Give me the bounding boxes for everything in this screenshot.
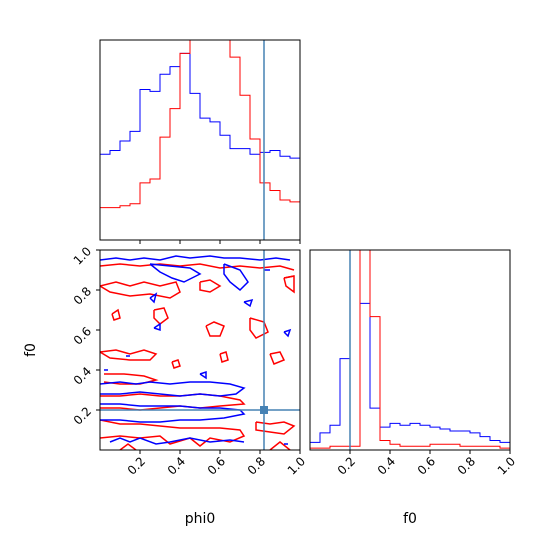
phi0-hist-frame [99, 39, 301, 241]
joint-contour-series-b [103, 373, 159, 385]
joint-contour-series-b [100, 419, 246, 447]
joint-contour-series-b [269, 351, 286, 365]
joint-contour-series-a [199, 370, 207, 380]
joint-contour-series-a [149, 263, 202, 283]
joint-contour-series-b [100, 349, 158, 361]
joint-truth-marker [260, 406, 268, 414]
joint-contour-series-a [100, 255, 291, 261]
joint-contour-series-b [255, 421, 296, 435]
joint-contour-series-b [153, 307, 169, 325]
phi0-hist-series-b [100, 40, 300, 209]
joint-contour-series-b [283, 275, 295, 279]
joint-contour-series-b [249, 317, 269, 339]
x-axis-label-f0: f0 [403, 511, 417, 527]
joint-contour-series-a [100, 403, 246, 423]
histogram-phi0-panel [99, 39, 301, 244]
joint-contour-series-b [100, 263, 295, 271]
f0-hist-series-b [310, 250, 510, 449]
joint-contour-series-a [243, 298, 254, 308]
joint-contour-series-a [223, 263, 249, 292]
joint-contour-series-b [100, 393, 246, 411]
joint-contour-series-b [100, 281, 181, 299]
joint-contour-series-a [100, 381, 246, 397]
joint-contour-series-b [111, 308, 121, 321]
y-axis-label-f0: f0 [23, 343, 39, 357]
f0-hist-series-a [310, 250, 510, 443]
joint-contour-series-a [153, 322, 161, 332]
joint-contour-series-a [283, 328, 292, 338]
phi0-hist-series-a [100, 52, 300, 159]
joint-contour-series-b [199, 279, 222, 293]
joint-contour-series-b [205, 321, 225, 337]
joint-frame [99, 249, 301, 451]
joint-contour-series-a [149, 292, 158, 304]
joint-contour-series-b [171, 359, 181, 369]
joint-contour-series-b [269, 441, 291, 450]
x-axis-label-phi0: phi0 [185, 511, 216, 527]
joint-contour-series-a [109, 437, 245, 445]
joint-contour-series-b [119, 443, 137, 450]
f0-hist-frame [309, 249, 511, 451]
joint-contour-series-b [219, 351, 229, 363]
